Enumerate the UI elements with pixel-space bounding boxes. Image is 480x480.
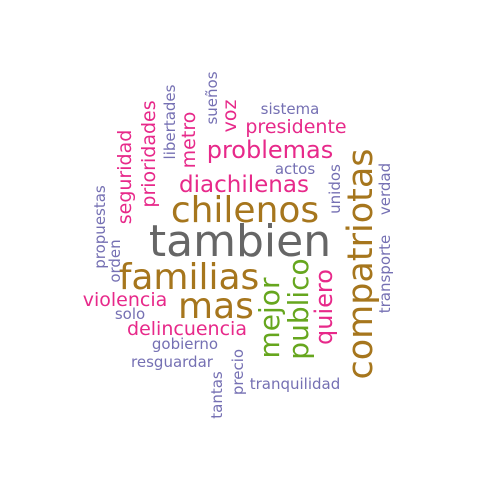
word-mejor: mejor (253, 277, 286, 358)
word-transporte: transporte (376, 235, 394, 314)
word-mas: mas (178, 286, 254, 327)
word-resguardar: resguardar (131, 353, 214, 371)
word-sistema: sistema (261, 100, 320, 118)
word-tranquilidad: tranquilidad (250, 375, 341, 393)
word-presidente: presidente (245, 116, 346, 138)
word-gobierno: gobierno (152, 335, 218, 353)
word-publico: publico (282, 258, 315, 359)
word-quiero: quiero (310, 269, 338, 345)
word-metro: metro (178, 112, 200, 169)
word-tantas: tantas (208, 371, 226, 419)
word-familias: familias (119, 257, 260, 298)
word-verdad: verdad (376, 163, 394, 215)
word-libertades: libertades (161, 84, 179, 159)
word-delincuencia: delincuencia (127, 318, 247, 340)
word-diachilenas: diachilenas (179, 172, 309, 198)
word-tambien: tambien (149, 216, 331, 267)
word-suenos: sueños (203, 71, 221, 124)
word-propuestas: propuestas (91, 185, 109, 269)
word-seguridad: seguridad (114, 130, 136, 225)
word-prioridades: prioridades (138, 100, 160, 207)
word-compatriotas: compatriotas (341, 148, 381, 379)
word-actos: actos (275, 160, 315, 178)
word-voz: voz (219, 100, 241, 133)
word-unidos: unidos (326, 164, 344, 214)
word-problemas: problemas (207, 136, 334, 164)
word-orden: orden (106, 239, 124, 282)
word-chilenos: chilenos (171, 190, 319, 231)
word-precio: precio (229, 349, 247, 395)
word-violencia: violencia (83, 289, 168, 311)
word-solo: solo (115, 305, 145, 323)
